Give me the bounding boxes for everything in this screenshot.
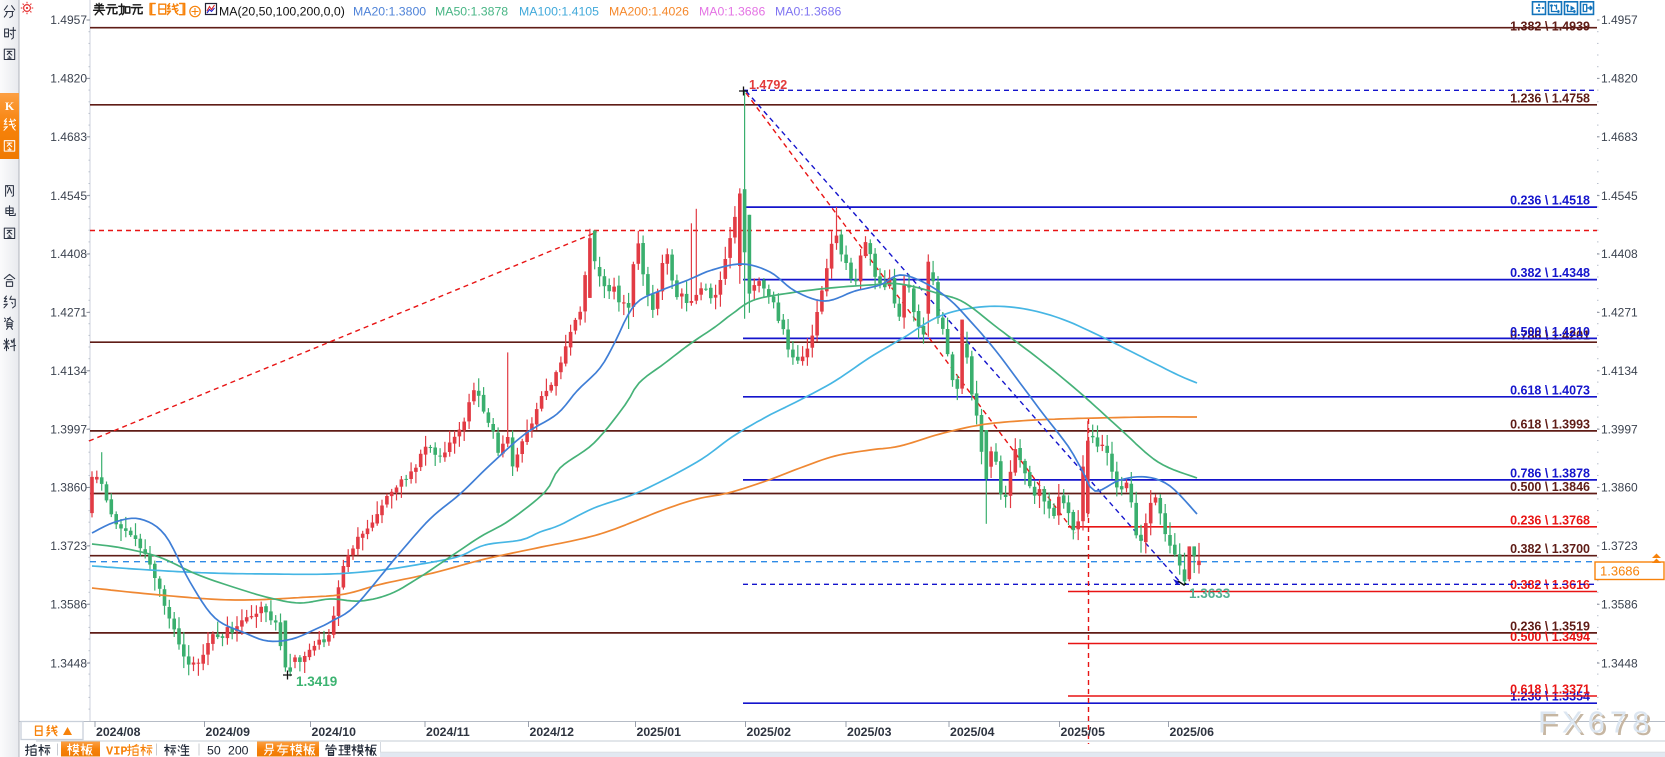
svg-text:VIP: VIP (106, 745, 128, 757)
svg-text:0.618 \ 1.3993: 0.618 \ 1.3993 (1510, 417, 1590, 431)
svg-text:FX678: FX678 (1538, 705, 1654, 740)
svg-text:1.4408: 1.4408 (1601, 247, 1638, 261)
svg-text:1.3997: 1.3997 (1601, 422, 1638, 436)
svg-text:2025/02: 2025/02 (747, 725, 792, 739)
svg-text:2024/12: 2024/12 (530, 725, 575, 739)
svg-text:1.3586: 1.3586 (50, 598, 87, 612)
svg-text:MA(20,50,100,200,0,0): MA(20,50,100,200,0,0) (219, 5, 345, 19)
svg-text:0.500 \ 1.3846: 0.500 \ 1.3846 (1510, 480, 1590, 494)
svg-text:0.618 \ 1.4073: 0.618 \ 1.4073 (1510, 383, 1590, 397)
svg-text:FX678: FX678 (1541, 707, 1657, 742)
svg-text:1.4683: 1.4683 (50, 130, 87, 144)
svg-text:MA100:1.4105: MA100:1.4105 (519, 5, 599, 19)
svg-text:2024/11: 2024/11 (426, 725, 470, 739)
svg-text:0.500 \ 1.4210: 0.500 \ 1.4210 (1510, 325, 1590, 339)
svg-text:0.500 \ 1.3494: 0.500 \ 1.3494 (1510, 630, 1590, 644)
svg-text:1.3448: 1.3448 (1601, 656, 1638, 670)
svg-text:1.4134: 1.4134 (50, 364, 87, 378)
svg-text:0.236 \ 1.3519: 0.236 \ 1.3519 (1510, 619, 1590, 633)
svg-text:1.3997: 1.3997 (50, 422, 87, 436)
svg-text:1.4792: 1.4792 (749, 78, 787, 92)
svg-text:0.236 \ 1.4518: 0.236 \ 1.4518 (1510, 194, 1590, 208)
svg-text:MA0:1.3686: MA0:1.3686 (699, 5, 765, 19)
svg-text:1.382 \ 1.4939: 1.382 \ 1.4939 (1510, 20, 1590, 34)
svg-text:1.3686: 1.3686 (1600, 564, 1640, 579)
svg-text:1.3419: 1.3419 (296, 674, 337, 689)
svg-text:1.4957: 1.4957 (1601, 13, 1638, 27)
svg-text:1.3723: 1.3723 (1601, 539, 1638, 553)
svg-text:1.4271: 1.4271 (1601, 306, 1638, 320)
svg-text:2024/08: 2024/08 (96, 725, 141, 739)
svg-text:1.4545: 1.4545 (50, 189, 87, 203)
svg-text:1.4957: 1.4957 (50, 13, 87, 27)
svg-text:1.3860: 1.3860 (50, 481, 87, 495)
svg-text:0.786 \ 1.3878: 0.786 \ 1.3878 (1510, 466, 1590, 480)
svg-text:1.4820: 1.4820 (50, 72, 87, 86)
svg-text:50: 50 (207, 744, 221, 757)
svg-text:K: K (5, 99, 15, 113)
svg-text:1.3586: 1.3586 (1601, 598, 1638, 612)
svg-text:0.236 \ 1.3768: 0.236 \ 1.3768 (1510, 513, 1590, 527)
svg-text:0.618 \ 1.3371: 0.618 \ 1.3371 (1510, 683, 1590, 697)
svg-text:1.3860: 1.3860 (1601, 481, 1638, 495)
svg-text:1.4408: 1.4408 (50, 247, 87, 261)
svg-text:200: 200 (228, 744, 249, 757)
svg-text:0.382 \ 1.4348: 0.382 \ 1.4348 (1510, 266, 1590, 280)
svg-text:MA20:1.3800: MA20:1.3800 (353, 5, 426, 19)
svg-text:1.4134: 1.4134 (1601, 364, 1638, 378)
svg-text:MA200:1.4026: MA200:1.4026 (609, 5, 689, 19)
svg-text:0.382 \ 1.3700: 0.382 \ 1.3700 (1510, 542, 1590, 556)
svg-text:2025/04: 2025/04 (950, 725, 995, 739)
svg-text:2025/03: 2025/03 (847, 725, 892, 739)
svg-text:0.382 \ 1.3616: 0.382 \ 1.3616 (1510, 578, 1590, 592)
svg-text:2024/10: 2024/10 (312, 725, 357, 739)
svg-text:2025/06: 2025/06 (1170, 725, 1215, 739)
svg-text:1.4820: 1.4820 (1601, 72, 1638, 86)
svg-text:MA0:1.3686: MA0:1.3686 (775, 5, 841, 19)
svg-text:1.4545: 1.4545 (1601, 189, 1638, 203)
svg-text:2024/09: 2024/09 (206, 725, 251, 739)
svg-text:1.4271: 1.4271 (50, 306, 87, 320)
svg-text:1.236 \ 1.4758: 1.236 \ 1.4758 (1510, 91, 1590, 105)
svg-text:2025/01: 2025/01 (637, 725, 682, 739)
svg-text:MA50:1.3878: MA50:1.3878 (435, 5, 508, 19)
svg-text:1.3448: 1.3448 (50, 656, 87, 670)
svg-text:1.4683: 1.4683 (1601, 130, 1638, 144)
svg-text:2025/05: 2025/05 (1061, 725, 1106, 739)
svg-text:1.3723: 1.3723 (50, 539, 87, 553)
svg-text:1.3633: 1.3633 (1189, 586, 1231, 601)
